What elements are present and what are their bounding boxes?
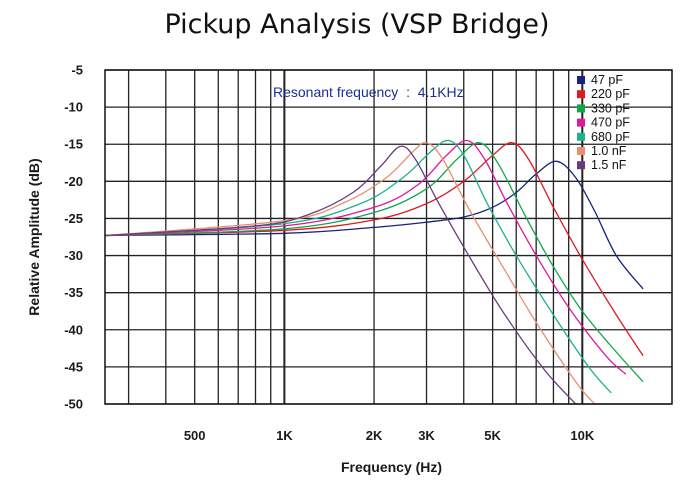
series-line-2	[104, 142, 644, 357]
y-tick-label: -15	[64, 137, 83, 152]
y-axis: -5 -10 -15 -20 -25 -30 -35 -40 -45 -50	[64, 63, 83, 412]
x-tick-label: 3K	[418, 428, 435, 443]
y-tick-label: -5	[71, 63, 83, 78]
x-tick-label: 5K	[484, 428, 501, 443]
legend-swatch	[577, 132, 585, 141]
legend-label: 680 pF	[591, 130, 630, 144]
chart-title: Pickup Analysis (VSP Bridge)	[164, 9, 549, 40]
series-line-6	[104, 141, 596, 405]
y-tick-label: -40	[64, 322, 83, 337]
x-axis-label: Frequency (Hz)	[341, 459, 442, 475]
legend-swatch	[577, 76, 585, 84]
y-tick-label: -35	[64, 285, 83, 300]
series-layer	[104, 139, 644, 405]
x-tick-label: 2K	[366, 428, 383, 443]
legend-label: 470 pF	[591, 116, 630, 130]
series-line-4	[104, 139, 627, 375]
legend-swatch	[577, 118, 585, 127]
legend-swatch	[577, 104, 585, 113]
legend-label: 330 pF	[591, 101, 630, 115]
x-axis: 500 1K 2K 3K 5K 10K	[184, 428, 595, 443]
y-tick-label: -45	[64, 359, 83, 374]
legend-swatch	[577, 161, 585, 170]
legend-swatch	[577, 90, 585, 99]
y-axis-label: Relative Amplitude (dB)	[26, 158, 42, 315]
y-tick-label: -25	[64, 211, 83, 226]
legend-label: 1.0 nF	[591, 144, 627, 158]
series-line-7	[104, 145, 577, 405]
legend-label: 47 pF	[591, 73, 623, 87]
x-tick-label: 1K	[276, 428, 293, 443]
y-tick-label: -50	[64, 397, 83, 412]
y-tick-label: -30	[64, 248, 83, 263]
series-line-5	[104, 139, 612, 394]
series-line-3	[104, 142, 644, 383]
series-line-1	[104, 160, 644, 290]
grid	[105, 69, 672, 405]
y-tick-label: -20	[64, 174, 83, 189]
y-tick-label: -10	[64, 100, 83, 115]
legend-swatch	[577, 147, 585, 155]
x-tick-label: 500	[184, 428, 206, 443]
legend-label: 1.5 nF	[591, 158, 627, 172]
plot-frame	[104, 69, 673, 405]
resonant-frequency-annotation: Resonant frequency : 4.1KHz	[273, 84, 464, 100]
x-tick-label: 10K	[570, 428, 594, 443]
legend-label: 220 pF	[591, 87, 630, 101]
